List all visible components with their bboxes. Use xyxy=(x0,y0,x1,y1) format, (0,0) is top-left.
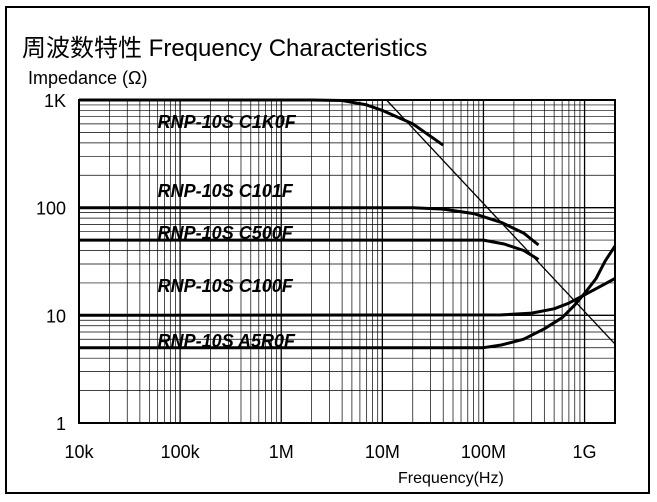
y-tick-label: 1K xyxy=(44,91,66,111)
x-axis-label: Frequency(Hz) xyxy=(398,470,504,487)
y-tick-label: 10 xyxy=(46,306,66,326)
series-line xyxy=(79,238,540,261)
x-tick-label: 100k xyxy=(161,442,201,462)
chart-frame xyxy=(5,6,650,494)
x-tick-label: 1M xyxy=(269,442,294,462)
series-labels: RNP-10S C1K0F RNP-10S C101F RNP-10S C500F R… xyxy=(158,112,297,351)
tick-labels: 10k 100k 1M 10M 100M 1G 1K 100 10 1 xyxy=(36,91,597,462)
y-axis-label: Impedance (Ω) xyxy=(28,68,148,88)
series-label: RNP-10S C100F xyxy=(158,276,294,296)
chart-title: 周波数特性 Frequency Characteristics xyxy=(22,35,428,62)
y-tick-label: 1 xyxy=(56,414,66,434)
series-label: RNP-10S C101F xyxy=(158,181,294,201)
series-line xyxy=(78,277,616,317)
x-tick-label: 10k xyxy=(64,442,94,462)
series-label: RNP-10S A5R0F xyxy=(158,331,296,351)
series-line xyxy=(79,245,617,350)
plot-border xyxy=(78,99,616,424)
x-tick-label: 100M xyxy=(461,442,506,462)
series-line xyxy=(79,98,445,147)
series-label: RNP-10S C500F xyxy=(158,223,294,243)
series-label: RNP-10S C1K0F xyxy=(158,112,297,132)
x-tick-label: 10M xyxy=(365,442,400,462)
reference-line xyxy=(386,99,616,345)
x-tick-label: 1G xyxy=(573,442,597,462)
y-tick-label: 100 xyxy=(36,199,66,219)
series-line xyxy=(79,206,540,247)
series-layer xyxy=(78,98,617,350)
grid xyxy=(78,99,616,424)
